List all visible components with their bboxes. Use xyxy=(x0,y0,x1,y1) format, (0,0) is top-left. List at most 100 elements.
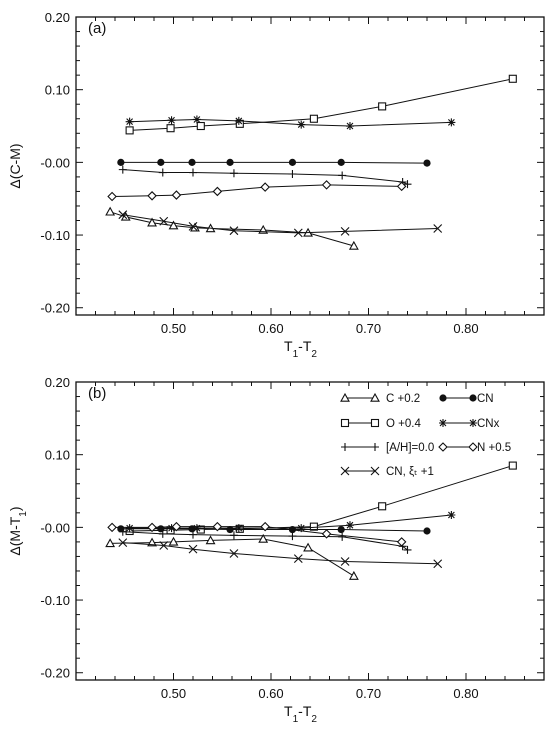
y-axis-title: Δ(C-M) xyxy=(7,143,23,188)
data-point xyxy=(205,535,216,545)
x-axis-title: T1-T2 xyxy=(284,703,317,725)
series-line xyxy=(122,542,438,565)
data-point xyxy=(159,541,169,550)
legend-marker xyxy=(370,392,380,402)
legend-label: C +0.2 xyxy=(386,393,420,405)
legend-marker xyxy=(340,418,350,428)
data-point xyxy=(260,521,270,532)
data-point xyxy=(188,544,198,554)
data-point xyxy=(107,191,117,202)
legend-marker xyxy=(469,394,477,402)
y-tick-label: 0.10 xyxy=(45,83,70,98)
legend-marker xyxy=(439,419,447,427)
y-tick-label: -0.00 xyxy=(40,155,70,170)
data-point xyxy=(508,461,517,470)
legend-marker xyxy=(469,419,477,427)
data-point xyxy=(229,531,238,540)
series-x xyxy=(118,538,443,569)
data-point xyxy=(338,532,347,541)
data-point xyxy=(188,158,196,166)
y-tick-label: 0.20 xyxy=(45,375,70,390)
x-tick-label: 0.80 xyxy=(453,686,478,701)
data-point xyxy=(447,511,456,520)
data-point xyxy=(105,206,116,216)
x-tick-label: 0.60 xyxy=(258,321,283,336)
data-point xyxy=(171,190,182,200)
data-point xyxy=(258,533,269,543)
data-point xyxy=(168,220,179,230)
data-point xyxy=(157,158,165,166)
x-tick-label: 0.70 xyxy=(356,686,381,701)
data-point xyxy=(167,524,176,533)
data-point xyxy=(147,537,157,547)
data-point xyxy=(125,117,134,126)
data-point xyxy=(423,159,431,167)
legend-item: CN xyxy=(439,393,494,405)
data-point xyxy=(117,525,125,533)
data-point xyxy=(297,120,306,129)
series-triangle xyxy=(105,533,359,580)
data-point xyxy=(234,116,243,125)
data-point xyxy=(288,169,297,178)
data-point xyxy=(348,570,359,580)
legend-marker xyxy=(370,418,380,428)
legend-item: C +0.2 xyxy=(340,392,420,405)
data-point xyxy=(340,227,350,236)
legend-marker xyxy=(341,443,349,451)
data-point xyxy=(190,222,200,232)
legend-marker xyxy=(340,392,350,402)
x-tick-label: 0.60 xyxy=(258,686,283,701)
legend-marker xyxy=(439,394,447,402)
data-point xyxy=(338,171,347,180)
data-point xyxy=(212,521,223,532)
y-tick-label: -0.00 xyxy=(40,520,70,535)
data-point xyxy=(147,191,157,201)
data-point xyxy=(192,115,201,124)
data-point xyxy=(120,211,131,221)
data-point xyxy=(234,524,243,533)
legend-item: CNx xyxy=(439,418,500,430)
series-line xyxy=(122,214,438,234)
data-point xyxy=(147,217,157,227)
y-tick-label: 0.10 xyxy=(45,448,70,463)
data-point xyxy=(229,549,239,558)
data-point xyxy=(192,524,201,533)
y-tick-label: -0.10 xyxy=(40,593,70,608)
series-diamond xyxy=(107,521,407,547)
data-point xyxy=(423,527,431,535)
legend-marker xyxy=(370,466,380,476)
legend-label: CN xyxy=(477,393,494,405)
legend: C +0.2 CN O +0.4 CNx [A/H]=0.0 N +0.5 CN, ξₜ +… xyxy=(340,392,511,478)
data-point xyxy=(260,182,270,192)
legend-marker xyxy=(340,466,350,476)
legend-marker xyxy=(468,442,478,452)
legend-marker xyxy=(371,443,379,451)
series-line xyxy=(129,465,513,532)
data-point xyxy=(168,536,179,546)
data-point xyxy=(212,186,223,197)
data-point xyxy=(118,210,128,220)
data-point xyxy=(288,532,297,541)
legend-label: CN, ξₜ +1 xyxy=(386,466,434,478)
panel-a: 0.50 0.60 0.70 0.80 0.20 0.10 -0.00 -0.10 -0.20 T… xyxy=(7,10,545,360)
y-axis-title: Δ(M-T1) xyxy=(7,506,29,555)
data-point xyxy=(378,502,387,511)
panel-label: (b) xyxy=(88,385,106,402)
data-point xyxy=(125,524,134,533)
legend-item: N +0.5 xyxy=(438,442,511,454)
y-tick-label: -0.20 xyxy=(40,666,70,681)
data-point xyxy=(118,538,128,548)
data-point xyxy=(337,525,345,534)
data-point xyxy=(107,522,117,533)
data-point xyxy=(293,228,303,238)
data-point xyxy=(321,180,332,190)
data-point xyxy=(288,158,297,166)
panel-label: (a) xyxy=(88,20,106,37)
data-point xyxy=(293,554,303,564)
series-diamond xyxy=(107,180,407,202)
series-asterisk xyxy=(125,115,456,131)
data-point xyxy=(433,224,443,233)
data-point xyxy=(340,557,350,566)
data-point xyxy=(303,542,313,552)
series-line xyxy=(122,169,408,185)
